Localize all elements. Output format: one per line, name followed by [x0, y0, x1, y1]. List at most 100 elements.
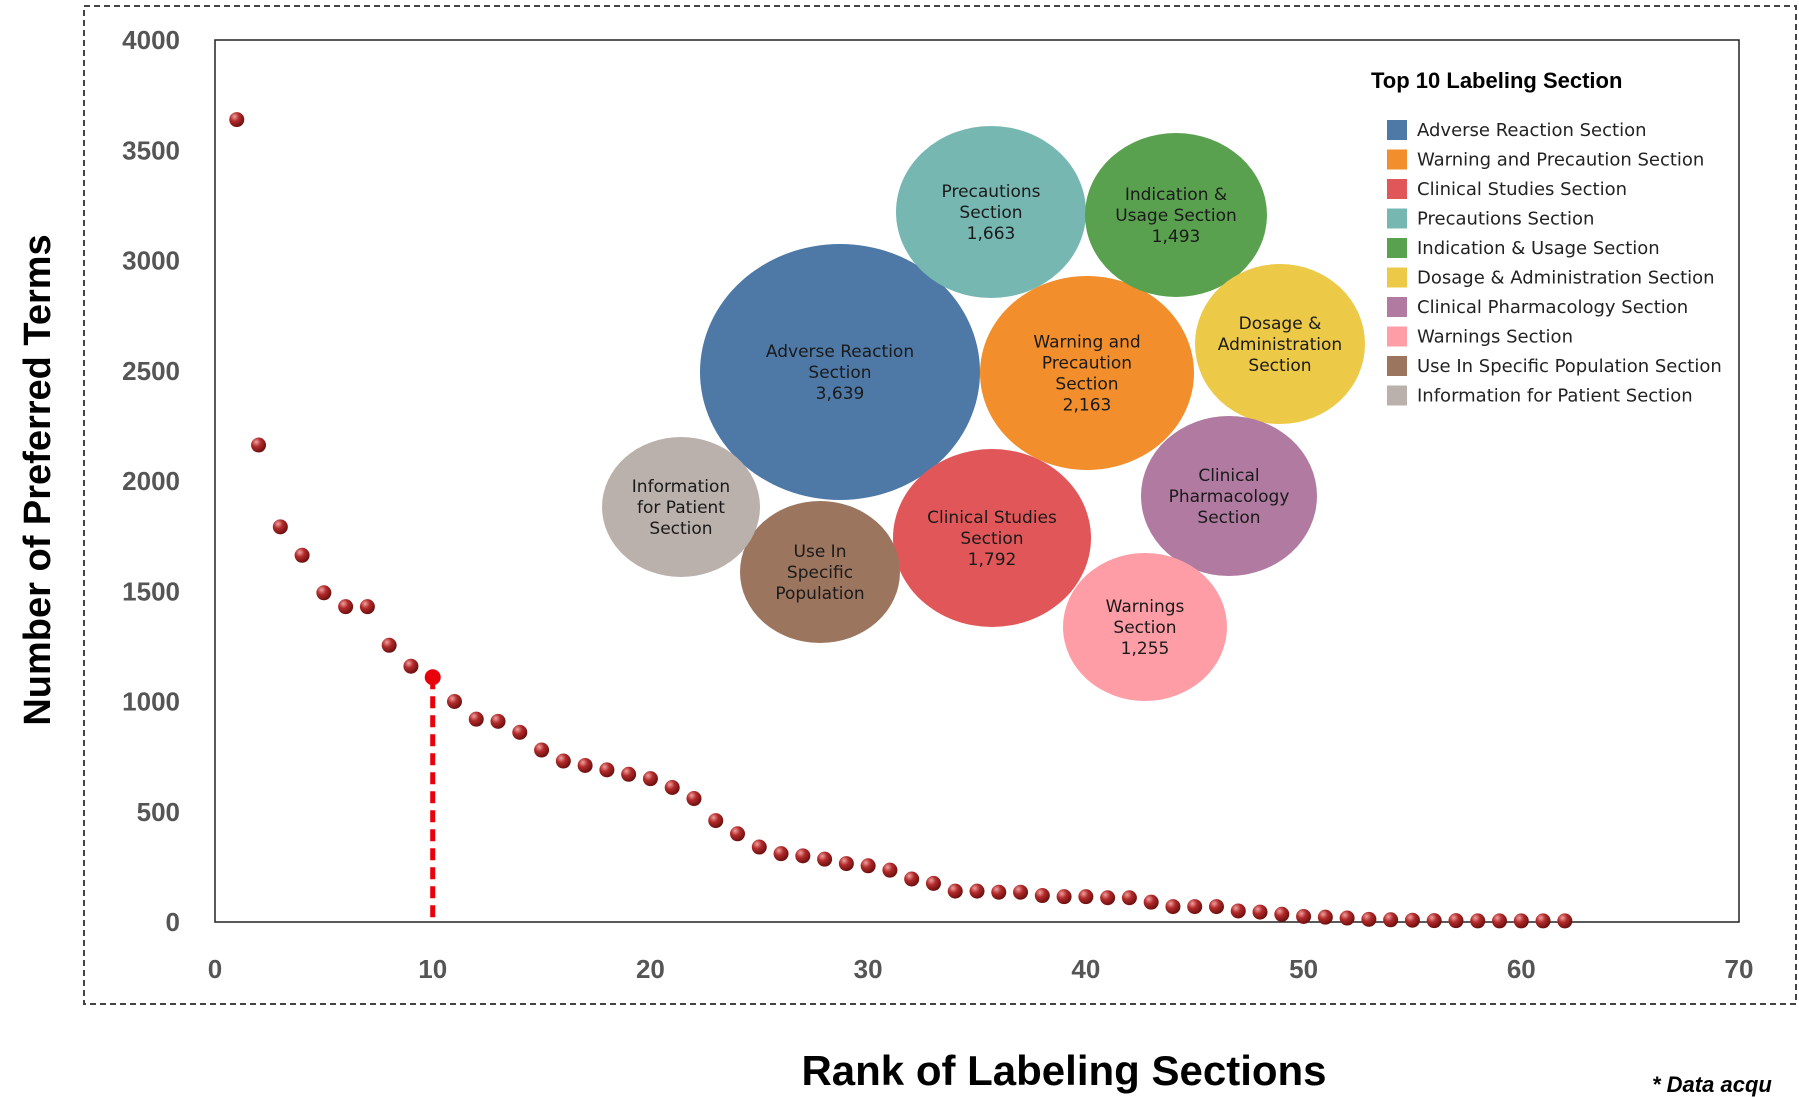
- data-point: [1535, 913, 1551, 929]
- bubble-label: Precautions: [942, 182, 1041, 202]
- data-point: [751, 839, 767, 855]
- bubble-label: Warnings: [1106, 597, 1185, 617]
- bubble-label: Section: [959, 203, 1022, 223]
- bubble-label: Pharmacology: [1169, 487, 1290, 507]
- outer-dashed-frame: [83, 5, 1797, 1005]
- legend-label: Indication & Usage Section: [1417, 238, 1660, 259]
- data-point: [338, 599, 354, 615]
- bubble: [896, 126, 1086, 298]
- data-point: [1034, 888, 1050, 904]
- bubble-label: 1,792: [968, 550, 1017, 570]
- legend-swatch: [1387, 326, 1407, 347]
- y-tick-label: 500: [137, 797, 180, 827]
- bubble-label: Section: [1197, 508, 1260, 528]
- bubble-label: 1,255: [1121, 639, 1170, 659]
- data-point: [621, 766, 637, 782]
- bubble: [1195, 264, 1365, 424]
- bubble-label: Indication &: [1125, 185, 1227, 205]
- bubble: [740, 501, 900, 643]
- y-axis-title: Number of Preferred Terms: [17, 234, 59, 725]
- bubble: [1085, 133, 1267, 297]
- data-point: [229, 112, 245, 128]
- bubble-label: Specific: [787, 563, 853, 583]
- data-point: [947, 883, 963, 899]
- data-point: [773, 846, 789, 862]
- x-tick-label: 70: [1725, 954, 1754, 984]
- legend-swatch: [1387, 356, 1407, 376]
- y-tick-label: 3500: [122, 135, 180, 165]
- bubble-label: Section: [960, 529, 1023, 549]
- bubble-label: Information: [632, 477, 730, 497]
- data-point: [272, 519, 288, 535]
- data-point: [686, 791, 702, 807]
- data-point: [1165, 899, 1181, 915]
- data-point: [904, 871, 920, 887]
- y-axis-ticks: 0 500 1000 1500 2000 2500 3000 3500 4000: [122, 25, 180, 937]
- legend-label: Dosage & Administration Section: [1417, 268, 1715, 289]
- data-point: [1143, 894, 1159, 910]
- data-point: [1100, 890, 1116, 906]
- data-point: [1361, 911, 1377, 927]
- data-point: [316, 585, 332, 601]
- legend-title: Top 10 Labeling Section: [1371, 68, 1622, 93]
- data-point: [860, 858, 876, 874]
- legend-label: Clinical Pharmacology Section: [1417, 297, 1688, 318]
- footnote: * Data acqu: [1652, 1072, 1772, 1097]
- data-point: [294, 547, 310, 563]
- x-tick-label: 0: [208, 954, 222, 984]
- data-point: [1078, 889, 1094, 905]
- x-tick-label: 50: [1289, 954, 1318, 984]
- x-axis-ticks: 0 10 20 30 40 50 60 70: [208, 954, 1754, 984]
- data-point: [1296, 908, 1312, 924]
- data-point: [1187, 899, 1203, 915]
- data-point: [1339, 910, 1355, 926]
- data-point: [577, 757, 593, 773]
- y-tick-label: 3000: [122, 246, 180, 276]
- bubble-label: Section: [1248, 356, 1311, 376]
- legend-label: Information for Patient Section: [1417, 386, 1693, 407]
- data-point: [882, 862, 898, 878]
- bubble-label: Use In: [794, 542, 847, 562]
- data-point: [1013, 884, 1029, 900]
- bubble-label: for Patient: [637, 498, 725, 518]
- bubble-label: Dosage &: [1239, 314, 1322, 334]
- legend-swatch: [1387, 149, 1407, 170]
- data-point: [251, 437, 267, 453]
- data-points: [229, 112, 1573, 929]
- data-point: [817, 851, 833, 867]
- bubble-label: 1,493: [1152, 227, 1201, 247]
- bubble-label: Section: [1055, 375, 1118, 395]
- data-point: [359, 599, 375, 615]
- data-point: [1383, 912, 1399, 928]
- data-point: [991, 884, 1007, 900]
- data-point: [1513, 913, 1529, 929]
- legend: Top 10 Labeling Section Adverse Reaction…: [1371, 68, 1722, 407]
- data-point: [708, 813, 724, 829]
- data-point: [1492, 913, 1508, 929]
- bubble-label: 3,639: [816, 384, 865, 404]
- data-point: [1056, 889, 1072, 905]
- data-point: [599, 762, 615, 778]
- legend-swatch: [1387, 267, 1407, 288]
- data-point: [446, 694, 462, 709]
- x-tick-label: 10: [418, 954, 447, 984]
- x-axis-title: Rank of Labeling Sections: [801, 1047, 1326, 1094]
- bubble-label: Population: [775, 584, 864, 604]
- data-point: [1426, 913, 1442, 929]
- legend-swatch: [1387, 238, 1407, 258]
- legend-label: Warnings Section: [1417, 327, 1573, 348]
- bubble: [602, 437, 760, 577]
- legend-swatch: [1387, 208, 1407, 229]
- bubble-label: Adverse Reaction: [766, 342, 914, 362]
- x-tick-label: 20: [636, 954, 665, 984]
- legend-swatch: [1387, 385, 1407, 406]
- legend-label: Clinical Studies Section: [1417, 179, 1627, 200]
- bubble: [980, 276, 1194, 470]
- data-point: [642, 771, 658, 787]
- data-point: [795, 848, 811, 864]
- data-point: [925, 875, 941, 891]
- bubble-label: Precaution: [1042, 354, 1132, 374]
- bubble-label: 2,163: [1063, 396, 1112, 416]
